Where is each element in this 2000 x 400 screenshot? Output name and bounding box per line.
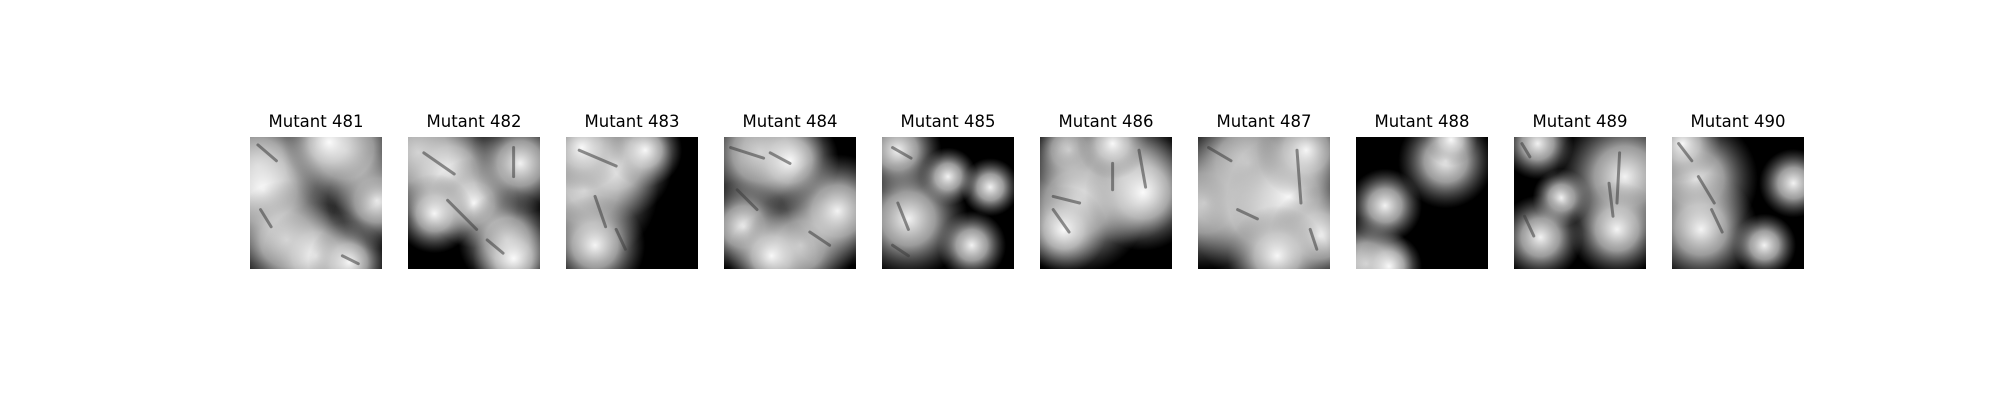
panel-title: Mutant 483 [584, 112, 680, 131]
panel-mutant-482: Mutant 482 [408, 112, 540, 269]
bright-region [472, 217, 540, 269]
texture-stroke [1677, 142, 1694, 163]
texture-stroke [259, 208, 273, 229]
panel-mutant-486: Mutant 486 [1040, 112, 1172, 269]
bright-region [1732, 213, 1797, 269]
panel-title: Mutant 487 [1216, 112, 1312, 131]
panel-mutant-489: Mutant 489 [1514, 112, 1646, 269]
bright-region [1424, 137, 1478, 167]
texture-stroke [485, 238, 505, 255]
texture-stroke [1308, 227, 1319, 251]
texture-stroke [1051, 194, 1082, 205]
bright-region [918, 147, 978, 206]
texture-stroke [593, 194, 608, 229]
bright-region [937, 210, 1007, 269]
bright-region [727, 212, 816, 269]
bright-region [470, 137, 540, 214]
panel-title: Mutant 490 [1690, 112, 1786, 131]
texture-stroke [1615, 151, 1622, 205]
texture-stroke [891, 243, 910, 258]
texture-stroke [577, 148, 618, 168]
texture-stroke [340, 254, 360, 266]
texture-stroke [1607, 181, 1615, 218]
mutant-image [1672, 137, 1804, 269]
texture-stroke [1051, 208, 1071, 234]
texture-stroke [808, 230, 832, 247]
panel-title: Mutant 488 [1374, 112, 1470, 131]
mutant-image [566, 137, 698, 269]
texture-stroke [729, 146, 766, 160]
mutant-image [1040, 137, 1172, 269]
texture-stroke [1207, 146, 1233, 163]
texture-stroke [1137, 148, 1148, 189]
panel-mutant-481: Mutant 481 [250, 112, 382, 269]
panel-mutant-487: Mutant 487 [1198, 112, 1330, 269]
texture-stroke [446, 198, 479, 231]
texture-stroke [896, 201, 910, 231]
panel-title: Mutant 486 [1058, 112, 1154, 131]
mutant-image [724, 137, 856, 269]
bright-region [1759, 148, 1804, 218]
texture-stroke [735, 188, 759, 212]
bright-region [1040, 185, 1108, 269]
bright-region [408, 173, 474, 254]
mutant-image [1514, 137, 1646, 269]
texture-stroke [1520, 142, 1532, 159]
panel-mutant-483: Mutant 483 [566, 112, 698, 269]
texture-stroke [1295, 148, 1303, 205]
panel-title: Mutant 482 [426, 112, 522, 131]
bright-region [1076, 137, 1149, 180]
texture-stroke [614, 227, 627, 251]
bright-region [1356, 233, 1422, 269]
panel-mutant-488: Mutant 488 [1356, 112, 1488, 269]
mutant-image [1356, 137, 1488, 269]
texture-stroke [256, 143, 278, 163]
panel-mutant-484: Mutant 484 [724, 112, 856, 269]
panel-title: Mutant 484 [742, 112, 838, 131]
panel-title: Mutant 485 [900, 112, 996, 131]
texture-stroke [422, 151, 456, 176]
mutant-image [408, 137, 540, 269]
panel-title: Mutant 481 [268, 112, 364, 131]
bright-region [1514, 137, 1574, 180]
texture-stroke [891, 146, 913, 160]
texture-stroke [1236, 208, 1259, 221]
panel-mutant-490: Mutant 490 [1672, 112, 1804, 269]
bright-region [1672, 137, 1721, 182]
mutant-image [882, 137, 1014, 269]
bright-region [284, 137, 375, 188]
bright-region [1256, 137, 1330, 201]
texture-stroke [1696, 175, 1716, 205]
panel-mutant-485: Mutant 485 [882, 112, 1014, 269]
panel-title: Mutant 489 [1532, 112, 1628, 131]
mutant-image [1198, 137, 1330, 269]
texture-stroke [1523, 214, 1536, 238]
mutant-image [250, 137, 382, 269]
texture-stroke [1710, 208, 1724, 234]
bright-region [608, 137, 683, 188]
bright-region [1227, 205, 1328, 269]
bright-region [1514, 195, 1583, 269]
bright-region [1569, 181, 1646, 269]
texture-stroke [768, 151, 792, 165]
